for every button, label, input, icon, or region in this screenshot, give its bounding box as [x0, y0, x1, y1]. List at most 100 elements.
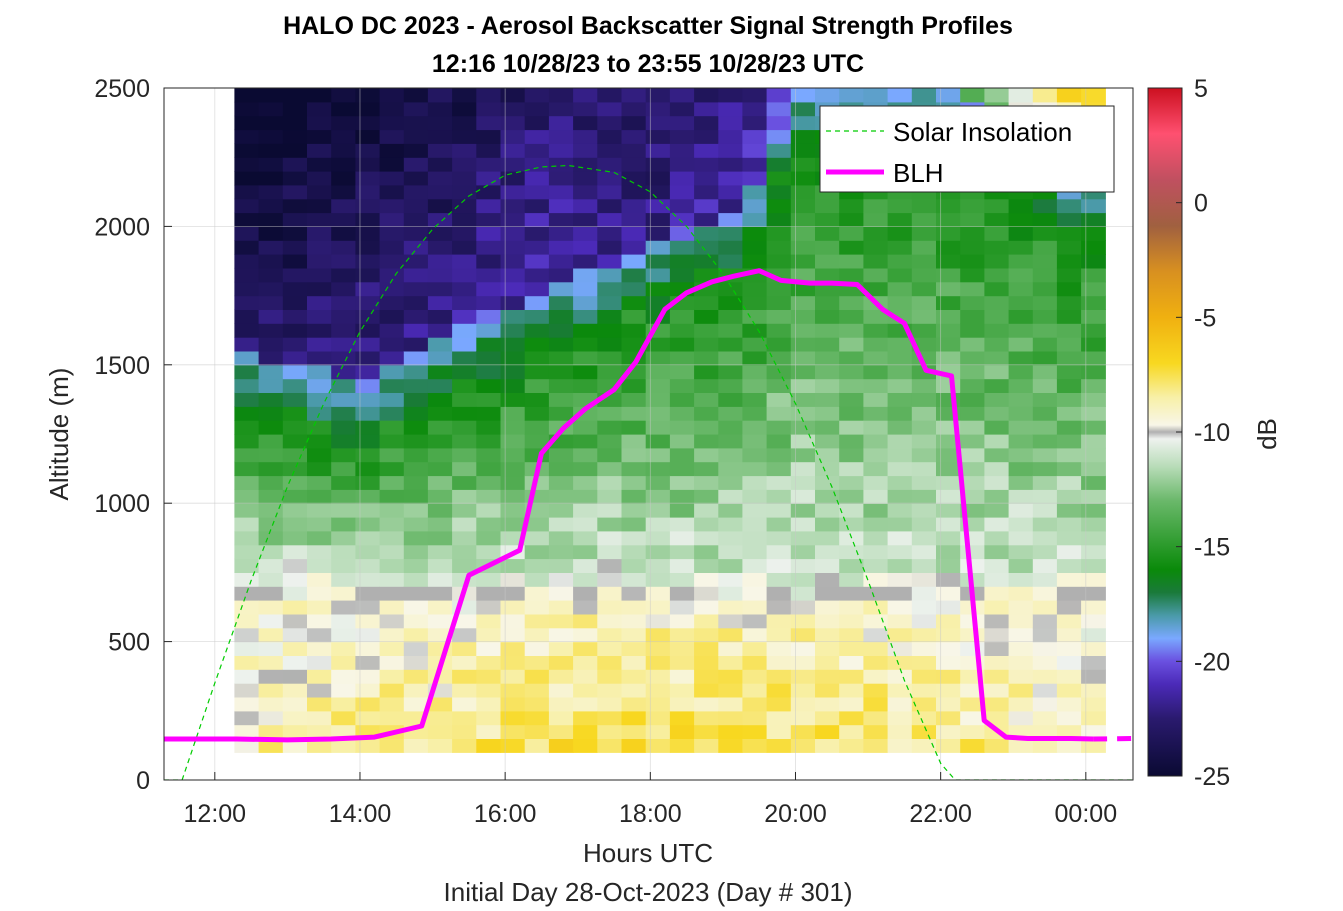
heatmap-cell — [403, 157, 429, 172]
heatmap-cell — [427, 295, 453, 310]
heatmap-cell — [863, 309, 889, 324]
heatmap-cell — [1081, 364, 1106, 380]
heatmap-cell — [1056, 738, 1082, 753]
heatmap-cell — [355, 530, 381, 546]
heatmap — [234, 88, 1106, 753]
heatmap-cell — [597, 655, 623, 670]
heatmap-cell — [427, 226, 453, 241]
heatmap-cell — [718, 309, 744, 324]
heatmap-cell — [863, 600, 889, 615]
heatmap-cell — [573, 198, 598, 214]
heatmap-cell — [379, 447, 405, 463]
heatmap-cell — [331, 198, 356, 214]
heatmap-cell — [427, 517, 453, 532]
heatmap-cell — [1032, 558, 1058, 573]
heatmap-cell — [621, 738, 647, 753]
heatmap-cell — [548, 461, 574, 477]
heatmap-cell — [766, 115, 792, 131]
heatmap-cell — [548, 254, 574, 269]
heatmap-cell — [984, 613, 1010, 629]
heatmap-cell — [331, 447, 356, 463]
heatmap-cell — [307, 212, 332, 227]
heatmap-cell — [307, 517, 332, 532]
heatmap-cell — [790, 600, 816, 615]
heatmap-cell — [645, 475, 671, 490]
heatmap-cell — [742, 351, 768, 366]
legend-label-solar: Solar Insolation — [893, 117, 1072, 147]
heatmap-cell — [282, 351, 308, 366]
heatmap-cell — [742, 309, 768, 324]
heatmap-cell — [815, 434, 840, 449]
heatmap-cell — [790, 447, 816, 463]
heatmap-cell — [742, 641, 768, 656]
heatmap-cell — [1056, 406, 1082, 421]
heatmap-cell — [984, 683, 1010, 698]
heatmap-cell — [718, 613, 744, 629]
heatmap-cell — [307, 503, 332, 518]
heatmap-cell — [282, 475, 308, 490]
heatmap-cell — [597, 226, 623, 241]
heatmap-cell — [815, 198, 840, 214]
heatmap-cell — [645, 434, 671, 449]
heatmap-cell — [1056, 364, 1082, 380]
heatmap-cell — [766, 697, 792, 712]
heatmap-cell — [307, 572, 332, 587]
heatmap-cell — [863, 198, 889, 214]
heatmap-cell — [766, 544, 792, 560]
heatmap-cell — [548, 364, 574, 380]
heatmap-cell — [548, 600, 574, 615]
heatmap-cell — [694, 530, 719, 546]
heatmap-cell — [887, 378, 913, 393]
heatmap-cell — [500, 392, 526, 407]
heatmap-cell — [573, 724, 598, 739]
heatmap-cell — [694, 184, 719, 200]
heatmap-cell — [500, 613, 526, 629]
heatmap-cell — [234, 309, 260, 324]
heatmap-cell — [790, 738, 816, 753]
heatmap-cell — [379, 157, 405, 172]
heatmap-cell — [1008, 627, 1034, 643]
heatmap-cell — [1032, 281, 1058, 297]
heatmap-cell — [234, 586, 260, 601]
heatmap-cell — [524, 724, 550, 739]
heatmap-cell — [790, 669, 816, 684]
heatmap-cell — [936, 267, 961, 283]
heatmap-cell — [863, 530, 889, 546]
heatmap-cell — [403, 517, 429, 532]
heatmap-cell — [452, 710, 477, 726]
heatmap-cell — [815, 475, 840, 490]
heatmap-cell — [887, 240, 913, 255]
heatmap-cell — [1008, 351, 1034, 366]
heatmap-cell — [548, 171, 574, 186]
heatmap-cell — [258, 129, 284, 144]
heatmap-cell — [282, 434, 308, 449]
heatmap-cell — [500, 669, 526, 684]
heatmap-cell — [573, 434, 598, 449]
heatmap-cell — [355, 613, 381, 629]
heatmap-cell — [1081, 544, 1106, 560]
heatmap-cell — [597, 240, 623, 255]
heatmap-cell — [524, 544, 550, 560]
heatmap-cell — [452, 517, 477, 532]
heatmap-cell — [573, 710, 598, 726]
heatmap-cell — [766, 503, 792, 518]
heatmap-cell — [282, 157, 308, 172]
heatmap-cell — [597, 88, 623, 103]
heatmap-cell — [815, 489, 840, 504]
heatmap-cell — [234, 572, 260, 587]
heatmap-cell — [1056, 530, 1082, 546]
heatmap-cell — [548, 157, 574, 172]
heatmap-cell — [694, 143, 719, 158]
heatmap-cell — [960, 558, 985, 573]
heatmap-cell — [621, 710, 647, 726]
heatmap-cell — [379, 101, 405, 117]
heatmap-cell — [476, 738, 502, 753]
heatmap-cell — [331, 558, 356, 573]
heatmap-cell — [476, 613, 502, 629]
heatmap-cell — [911, 544, 937, 560]
heatmap-cell — [1056, 447, 1082, 463]
heatmap-cell — [476, 420, 502, 435]
heatmap-cell — [1081, 558, 1106, 573]
heatmap-cell — [887, 351, 913, 366]
heatmap-cell — [1032, 434, 1058, 449]
